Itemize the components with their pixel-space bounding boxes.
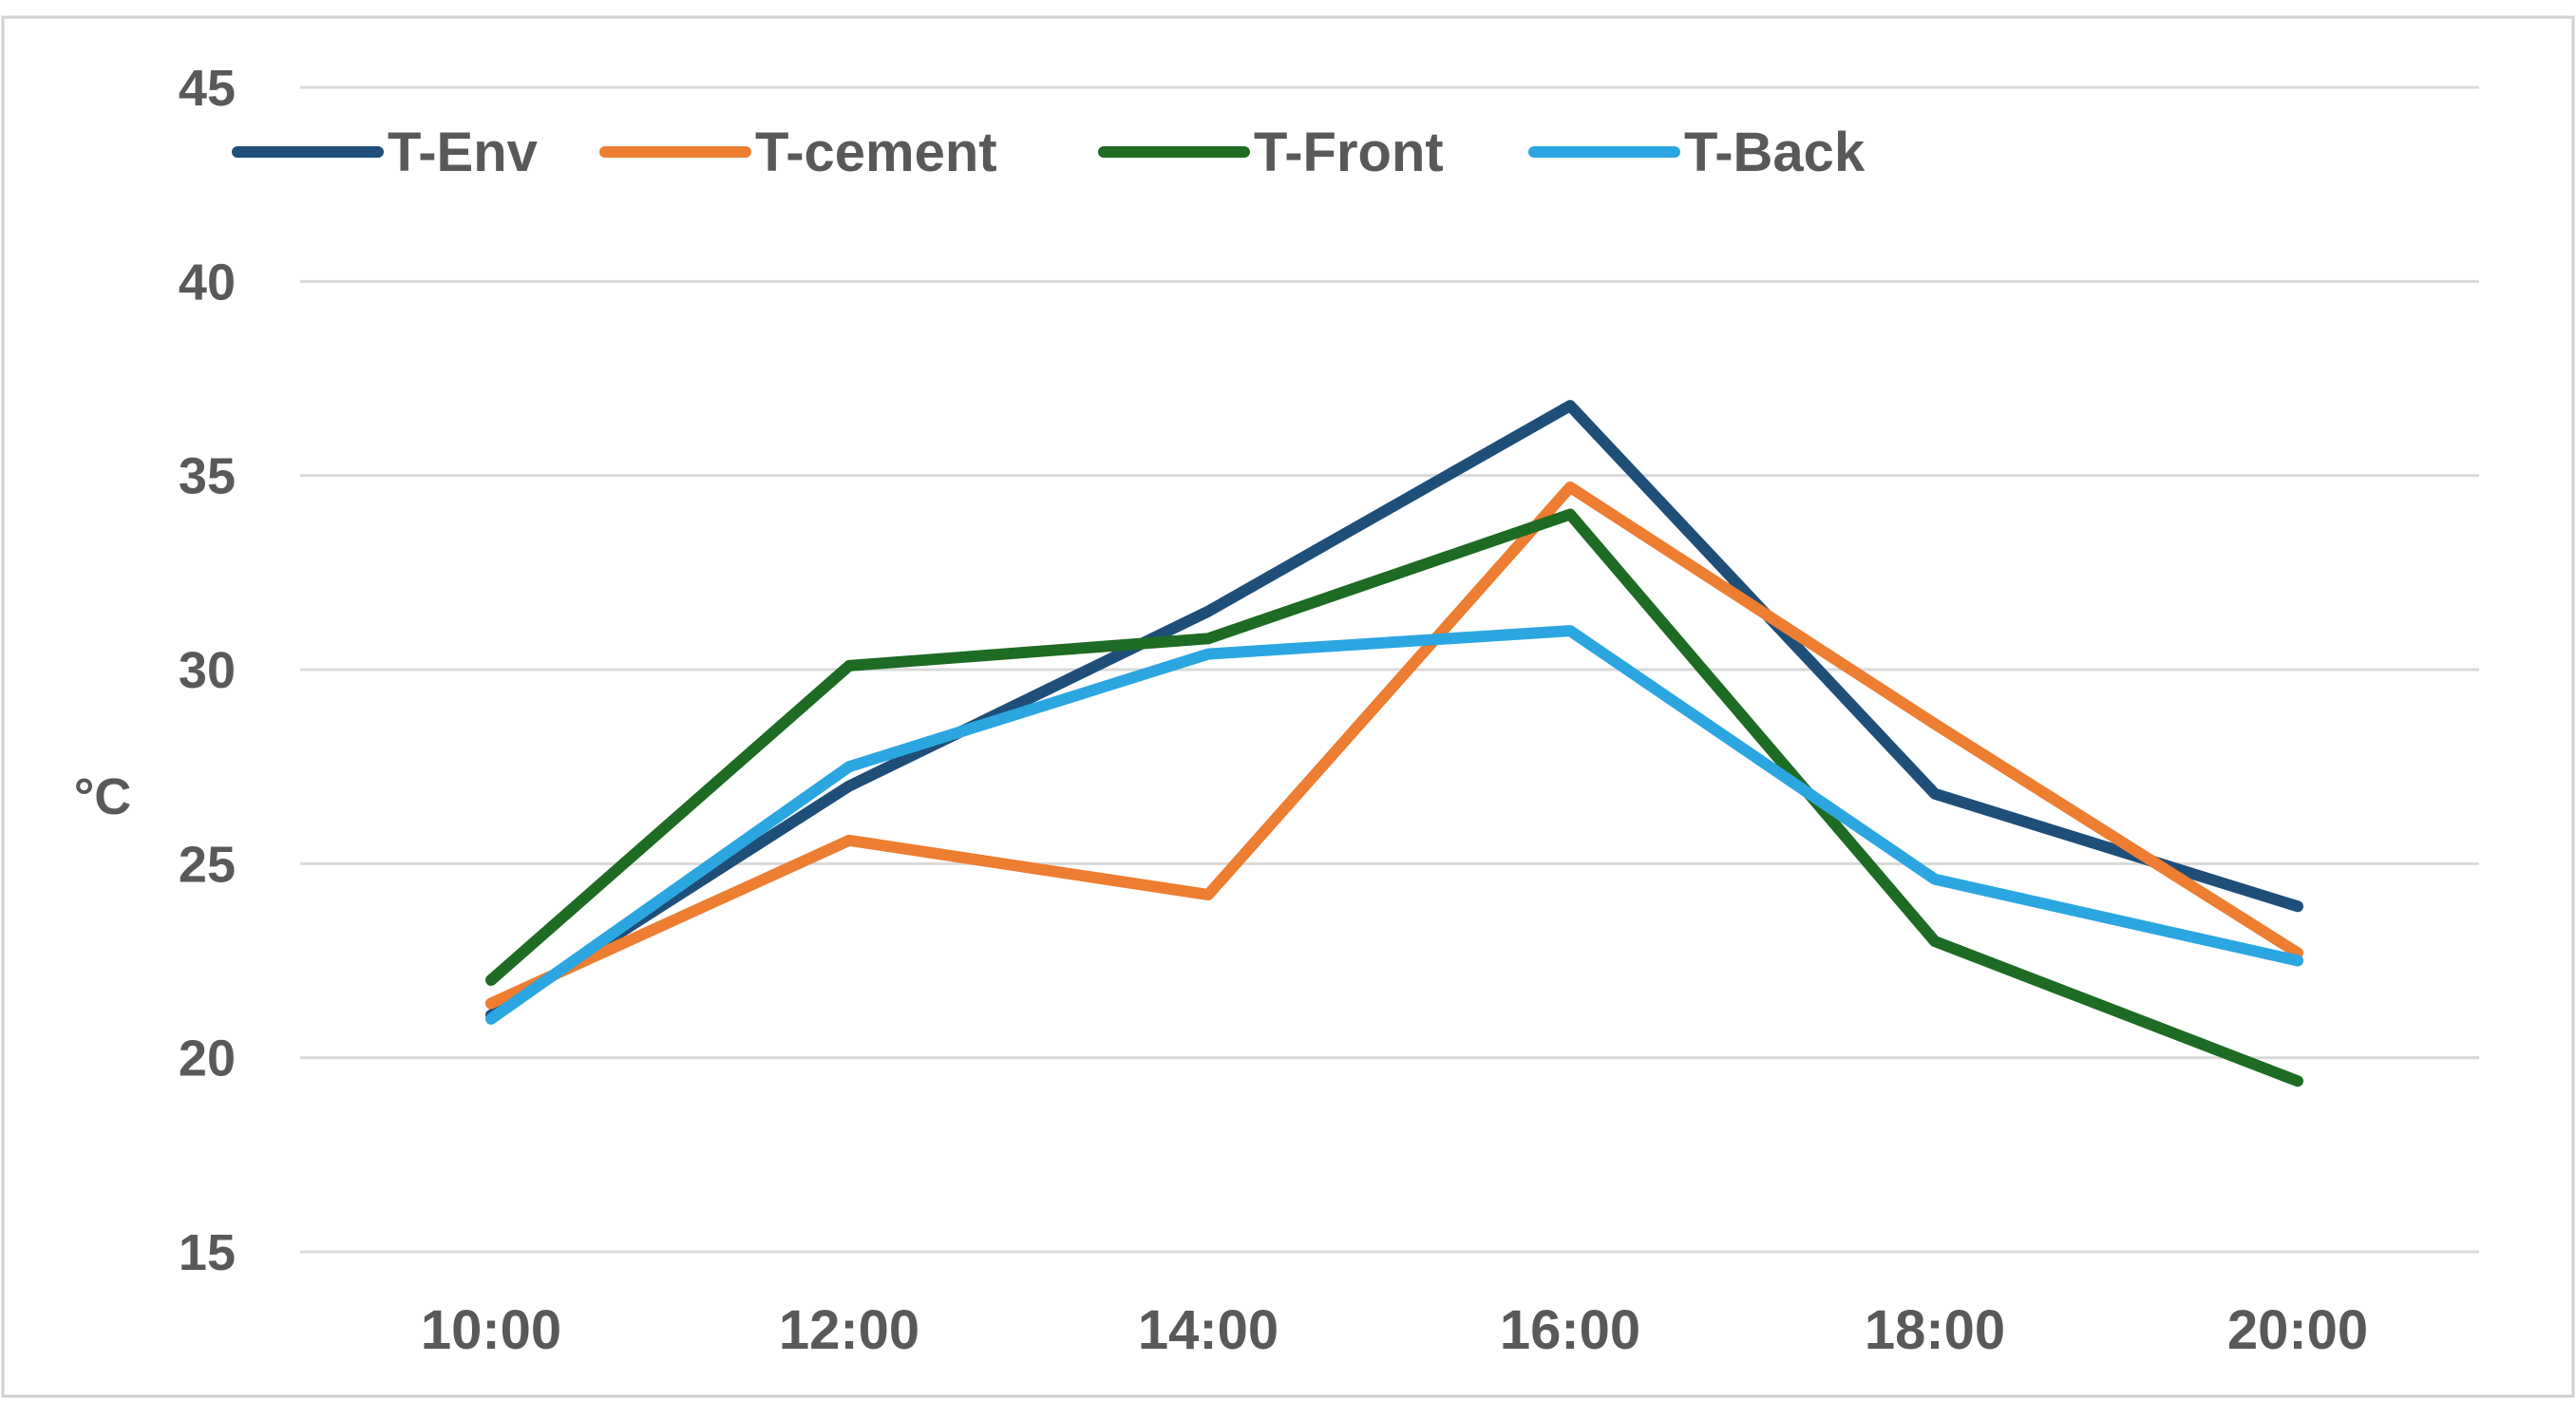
- x-tick-label: 18:00: [1865, 1299, 2005, 1361]
- legend: T-Env T-cement T-Front T-Back: [232, 122, 1866, 183]
- x-tick-label: 20:00: [2227, 1299, 2368, 1361]
- legend-label-t-env: T-Env: [388, 122, 538, 183]
- x-tick-label: 12:00: [779, 1299, 919, 1361]
- series-line-t-back: [485, 625, 2303, 1025]
- legend-label-t-cement: T-cement: [755, 122, 997, 183]
- y-tick-label: 45: [179, 60, 236, 117]
- legend-label-t-back: T-Back: [1684, 122, 1866, 183]
- series-line-t-front: [485, 508, 2303, 1088]
- x-tick-label: 10:00: [421, 1299, 561, 1361]
- chart-frame: [1, 15, 2575, 1398]
- gridlines: [300, 85, 2479, 1254]
- y-axis-ticks: 15 20 25 30 35 40 45: [179, 60, 236, 1281]
- y-tick-label: 15: [179, 1224, 236, 1281]
- y-tick-label: 40: [179, 254, 236, 311]
- y-tick-label: 25: [179, 836, 236, 893]
- series-line-t-env: [485, 400, 2303, 1021]
- x-tick-label: 14:00: [1138, 1299, 1279, 1361]
- y-tick-label: 30: [179, 642, 236, 699]
- y-tick-label: 20: [179, 1031, 236, 1088]
- y-tick-label: 35: [179, 448, 236, 505]
- series-lines: [485, 400, 2303, 1088]
- x-axis-ticks: 10:00 12:00 14:00 16:00 18:00 20:00: [421, 1299, 2368, 1361]
- y-axis-label: °C: [74, 768, 132, 825]
- x-tick-label: 16:00: [1500, 1299, 1640, 1361]
- legend-label-t-front: T-Front: [1254, 122, 1444, 183]
- series-line-t-cement: [485, 481, 2303, 1010]
